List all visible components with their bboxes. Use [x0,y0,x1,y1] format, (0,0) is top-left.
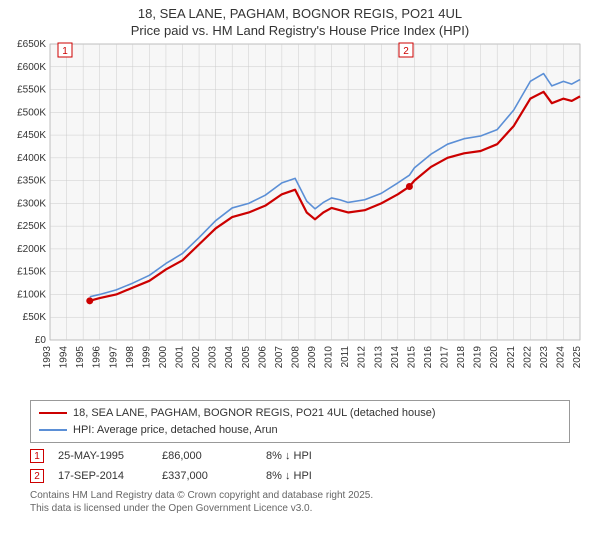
svg-text:1: 1 [62,46,68,57]
svg-text:1995: 1995 [75,346,86,369]
svg-text:£100K: £100K [17,289,46,300]
svg-text:1993: 1993 [42,346,53,369]
transaction-marker: 1 [30,449,44,463]
legend-row-1: 18, SEA LANE, PAGHAM, BOGNOR REGIS, PO21… [39,405,561,422]
transaction-price: £337,000 [162,470,252,482]
svg-text:£550K: £550K [17,85,46,96]
svg-text:2022: 2022 [522,346,533,369]
svg-text:1998: 1998 [125,346,136,369]
credit-line1: Contains HM Land Registry data © Crown c… [30,489,570,502]
svg-text:2025: 2025 [572,346,583,369]
svg-text:£300K: £300K [17,198,46,209]
svg-text:2007: 2007 [274,346,285,369]
transaction-row: 2 17-SEP-2014 £337,000 8% ↓ HPI [30,469,570,483]
svg-text:£250K: £250K [17,221,46,232]
svg-text:2000: 2000 [158,346,169,369]
svg-text:£0: £0 [35,335,47,346]
svg-text:1994: 1994 [59,346,70,369]
svg-text:2014: 2014 [390,346,401,369]
transaction-date: 17-SEP-2014 [58,470,148,482]
legend-label-price: 18, SEA LANE, PAGHAM, BOGNOR REGIS, PO21… [73,405,436,422]
svg-text:2008: 2008 [290,346,301,369]
svg-text:1999: 1999 [141,346,152,369]
svg-text:2018: 2018 [456,346,467,369]
svg-text:2005: 2005 [241,346,252,369]
svg-text:2020: 2020 [489,346,500,369]
svg-text:2004: 2004 [224,346,235,369]
svg-text:£450K: £450K [17,130,46,141]
svg-text:£650K: £650K [17,39,46,50]
price-chart: £0 £50K £100K £150K £200K £250K £300K £350K £400… [0,0,600,420]
svg-text:2021: 2021 [506,346,517,369]
transaction-delta: 8% ↓ HPI [266,450,356,462]
svg-text:£500K: £500K [17,107,46,118]
svg-text:2017: 2017 [440,346,451,369]
svg-text:£150K: £150K [17,267,46,278]
svg-text:2009: 2009 [307,346,318,369]
transaction-price: £86,000 [162,450,252,462]
svg-text:£200K: £200K [17,244,46,255]
svg-text:1996: 1996 [92,346,103,369]
svg-text:£50K: £50K [23,312,47,323]
legend-row-2: HPI: Average price, detached house, Arun [39,422,561,439]
svg-text:2024: 2024 [555,346,566,369]
svg-text:2013: 2013 [373,346,384,369]
transaction-marker: 2 [30,469,44,483]
transaction-delta: 8% ↓ HPI [266,470,356,482]
svg-text:2006: 2006 [257,346,268,369]
svg-text:2012: 2012 [357,346,368,369]
credit-text: Contains HM Land Registry data © Crown c… [30,489,570,515]
svg-text:2023: 2023 [539,346,550,369]
legend-box: 18, SEA LANE, PAGHAM, BOGNOR REGIS, PO21… [30,400,570,443]
transactions-list: 1 25-MAY-1995 £86,000 8% ↓ HPI 2 17-SEP-2014 £… [30,449,570,483]
svg-text:£400K: £400K [17,153,46,164]
svg-text:2: 2 [403,46,409,57]
transaction-row: 1 25-MAY-1995 £86,000 8% ↓ HPI [30,449,570,463]
svg-text:£600K: £600K [17,62,46,73]
legend-label-hpi: HPI: Average price, detached house, Arun [73,422,278,439]
svg-text:1997: 1997 [108,346,119,369]
svg-text:2010: 2010 [324,346,335,369]
svg-text:2001: 2001 [175,346,186,369]
credit-line2: This data is licensed under the Open Gov… [30,502,570,515]
svg-text:2003: 2003 [208,346,219,369]
transaction-date: 25-MAY-1995 [58,450,148,462]
svg-text:2015: 2015 [406,346,417,369]
svg-text:2019: 2019 [473,346,484,369]
legend-swatch-hpi [39,429,67,431]
legend-swatch-price [39,412,67,414]
svg-text:2016: 2016 [423,346,434,369]
svg-text:£350K: £350K [17,176,46,187]
svg-text:2002: 2002 [191,346,202,369]
svg-text:2011: 2011 [340,346,351,368]
